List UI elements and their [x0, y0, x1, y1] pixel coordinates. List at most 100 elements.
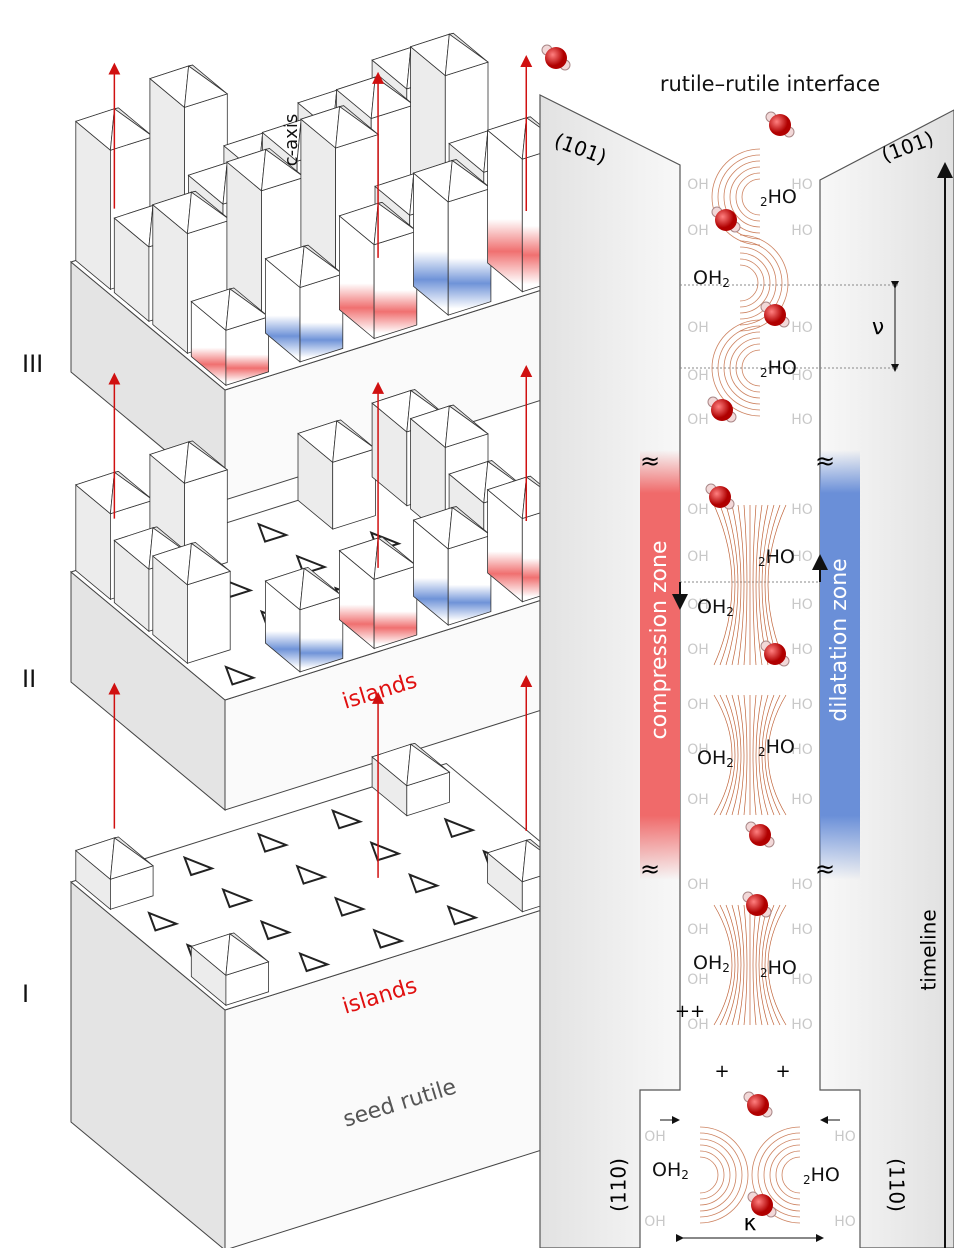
oxygen: [769, 114, 791, 136]
faint-oh: OH: [644, 1129, 666, 1145]
formula: HO: [768, 957, 797, 979]
facet-label: (110): [607, 1158, 631, 1212]
crystal-face: [187, 571, 230, 663]
field-line: [776, 1151, 800, 1199]
water-molecule: [708, 397, 736, 422]
field-line: [768, 505, 786, 665]
faint-ho: HO: [791, 697, 813, 713]
oxygen: [715, 209, 737, 231]
faint-oh: OH: [687, 697, 709, 713]
subscript: 2: [760, 966, 768, 980]
field-line: [770, 1145, 800, 1205]
field-line: [740, 265, 758, 301]
formula: OH: [697, 596, 726, 618]
timeline-label: timeline: [917, 909, 941, 990]
oh2-label: OH2: [693, 267, 730, 290]
field-line: [700, 1157, 718, 1193]
subscript: 2: [760, 366, 768, 380]
water-molecule: [744, 1092, 772, 1117]
formula: OH: [693, 267, 722, 289]
field-line: [732, 905, 741, 1025]
crystal-face: [448, 535, 491, 625]
field-line: [744, 695, 747, 815]
faint-oh: OH: [687, 922, 709, 938]
subscript: 2: [722, 276, 730, 290]
kappa-label: κ: [744, 1211, 757, 1236]
water-molecule: [743, 892, 771, 917]
faint-ho: HO: [791, 412, 813, 428]
crystal-growth-stages: IIIRf1seed rutileIIRftransseed rutileisl…: [22, 33, 612, 1248]
oxygen: [764, 304, 786, 326]
water-molecule: [761, 641, 789, 666]
charge: +: [775, 1061, 790, 1082]
stage-label: III: [22, 350, 43, 378]
field-line: [782, 1157, 800, 1193]
field-line: [744, 905, 747, 1025]
subscript: 2: [726, 605, 734, 619]
formula: HO: [766, 546, 795, 568]
crystal: [414, 160, 491, 316]
field-line: [714, 505, 732, 665]
oxygen: [711, 399, 733, 421]
water-molecule: [542, 45, 570, 70]
water-molecule: [712, 207, 740, 232]
charge: +: [714, 1061, 729, 1082]
formula: HO: [768, 357, 797, 379]
field-line: [753, 905, 756, 1025]
field-line: [720, 505, 735, 665]
field-line: [740, 259, 764, 307]
ho2-label: 2HO: [758, 736, 795, 759]
faint-oh: OH: [687, 502, 709, 518]
nu-label: ν: [872, 315, 884, 340]
crystal-face: [374, 566, 417, 649]
faint-ho: HO: [791, 877, 813, 893]
break-mark: ≈: [815, 447, 835, 475]
ho2-label: 2HO: [760, 186, 797, 209]
oxygen: [545, 47, 567, 69]
ho2-label: 2HO: [758, 546, 795, 569]
water-molecule: [746, 822, 774, 847]
field-line: [700, 1151, 724, 1199]
interface-panel: rutile–rutile interface(101)(101)(110)(1…: [540, 45, 954, 1248]
water-molecule: [761, 302, 789, 327]
formula: OH: [697, 747, 726, 769]
subscript: 2: [726, 756, 734, 770]
faint-ho: HO: [791, 1017, 813, 1033]
oxygen: [751, 1194, 773, 1216]
field-line: [700, 1145, 730, 1205]
facet-label: (110): [885, 1158, 909, 1212]
water-molecule: [766, 112, 794, 137]
formula: OH: [693, 952, 722, 974]
subscript: 2: [803, 1173, 811, 1187]
crystal-face: [448, 188, 491, 315]
zone-label: dilatation zone: [827, 558, 852, 721]
subscript: 2: [758, 745, 766, 759]
crystal-face: [333, 449, 376, 529]
faint-oh: OH: [687, 1017, 709, 1033]
faint-ho: HO: [791, 223, 813, 239]
water-molecule: [706, 484, 734, 509]
field-line: [753, 505, 756, 665]
faint-oh: OH: [687, 223, 709, 239]
subscript: 2: [722, 961, 730, 975]
faint-oh: OH: [687, 320, 709, 336]
ho2-label: 2HO: [760, 357, 797, 380]
oxygen: [749, 824, 771, 846]
faint-oh: OH: [687, 792, 709, 808]
field-line: [736, 173, 760, 221]
faint-ho: HO: [791, 642, 813, 658]
oxygen: [746, 894, 768, 916]
ho2-label: 2HO: [760, 957, 797, 980]
faint-ho: HO: [791, 597, 813, 613]
field-line: [744, 505, 747, 665]
oh2-label: OH2: [652, 1159, 689, 1182]
formula: HO: [811, 1164, 840, 1186]
faint-oh: OH: [644, 1214, 666, 1230]
faint-oh: OH: [687, 368, 709, 384]
stage-label: II: [22, 665, 36, 693]
faint-oh: OH: [687, 177, 709, 193]
c-axis-label: c-axis: [281, 114, 302, 166]
oxygen: [747, 1094, 769, 1116]
subscript: 2: [681, 1168, 689, 1182]
formula: OH: [652, 1159, 681, 1181]
